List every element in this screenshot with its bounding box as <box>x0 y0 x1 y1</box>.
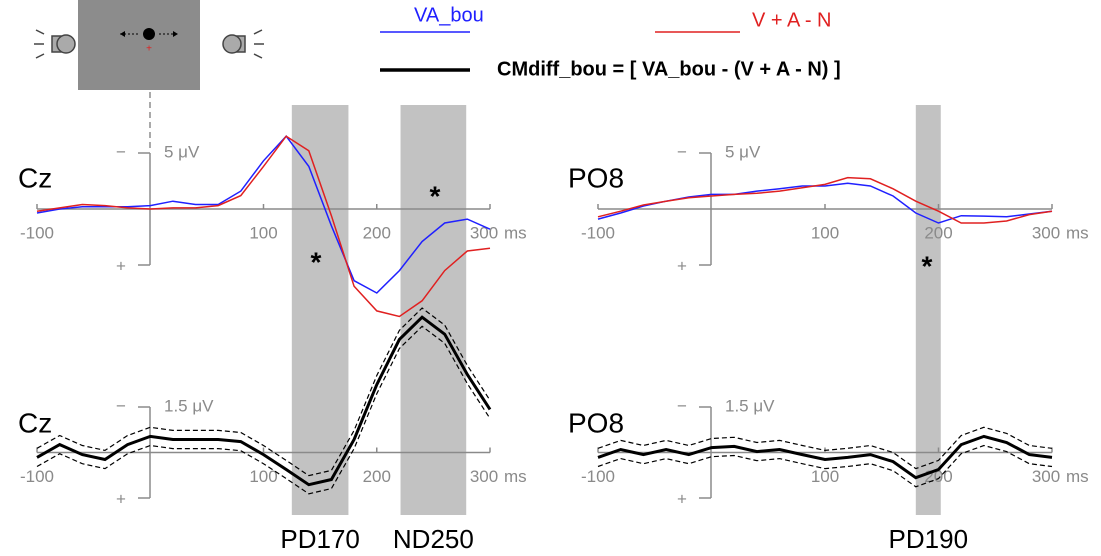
legend-label: CMdiff_bou = [ VA_bou - (V + A - N) ] <box>497 58 841 80</box>
y-tick-label: 1.5 μV <box>725 396 775 415</box>
ci-bound <box>36 307 491 477</box>
x-unit: ms <box>1066 467 1089 486</box>
x-tick-label: 200 <box>363 223 391 242</box>
x-tick-label: -100 <box>20 467 54 486</box>
x-tick-label: 200 <box>924 223 952 242</box>
channel-label: PO8 <box>568 407 624 438</box>
negative-sign: − <box>677 396 687 415</box>
series-line <box>36 315 492 487</box>
panel: PO8 -100 100 200 300 ms 5 μV − + * <box>568 142 1089 281</box>
window <box>915 105 941 515</box>
x-tick-label: -100 <box>581 467 615 486</box>
plots: Cz -100 100 200 300 ms 5 μV − + * * PO8 -100 100 200 30… <box>18 135 1089 508</box>
panel: PO8-100 100 200 300 ms1.5 μV−+ <box>568 396 1089 508</box>
window <box>400 105 467 515</box>
x-tick-label: 300 <box>1032 467 1060 486</box>
negative-sign: − <box>677 142 687 161</box>
significance-star: * <box>922 250 933 281</box>
y-tick-label: 5 μV <box>725 142 761 161</box>
x-unit: ms <box>1066 223 1089 242</box>
significance-star: * <box>311 246 322 277</box>
x-tick-label: 100 <box>249 223 277 242</box>
channel-label: Cz <box>18 407 52 438</box>
series-line <box>597 176 1053 224</box>
panel: Cz -100 100 200 300 ms 1.5 μV − + <box>18 307 527 508</box>
stimulus-icon: + <box>34 0 264 150</box>
window-label: PD190 <box>889 524 969 554</box>
series-line <box>597 434 1053 480</box>
x-tick-label: 100 <box>811 467 839 486</box>
x-unit: ms <box>504 467 527 486</box>
series-line <box>36 135 491 318</box>
window-label: ND250 <box>393 524 474 554</box>
x-tick-label: -100 <box>581 223 615 242</box>
windows: PD170 ND250 PD190 <box>280 105 968 554</box>
x-unit: ms <box>504 223 527 242</box>
y-tick-label: + <box>116 489 126 508</box>
y-tick-label: + <box>116 256 126 275</box>
legend-label: V + A - N <box>752 9 831 31</box>
negative-sign: − <box>116 142 126 161</box>
window-label: PD170 <box>280 524 360 554</box>
channel-label: Cz <box>18 162 52 193</box>
channel-label: PO8 <box>568 162 624 193</box>
ci-bound <box>597 444 1053 488</box>
svg-text:+: + <box>146 44 152 55</box>
significance-star: * <box>430 180 441 211</box>
x-tick-label: 100 <box>811 223 839 242</box>
x-tick-label: -100 <box>20 223 54 242</box>
x-tick-label: 200 <box>363 467 391 486</box>
x-tick-label: 100 <box>249 467 277 486</box>
y-tick-label: + <box>677 256 687 275</box>
legend: VA_bou V + A - N CMdiff_bou = [ VA_bou -… <box>380 4 841 80</box>
y-tick-label: + <box>677 489 687 508</box>
window <box>291 105 349 515</box>
ci-bound <box>36 325 491 495</box>
x-tick-label: 300 <box>470 467 498 486</box>
legend-label: VA_bou <box>414 4 484 26</box>
x-tick-label: 300 <box>470 223 498 242</box>
y-tick-label: 1.5 μV <box>164 396 214 415</box>
x-tick-label: 300 <box>1032 223 1060 242</box>
series-line <box>597 182 1053 224</box>
negative-sign: − <box>116 396 126 415</box>
y-tick-label: 5 μV <box>164 142 200 161</box>
panel: Cz -100 100 200 300 ms 5 μV − + * * <box>18 135 527 318</box>
ci-bound <box>597 426 1053 470</box>
